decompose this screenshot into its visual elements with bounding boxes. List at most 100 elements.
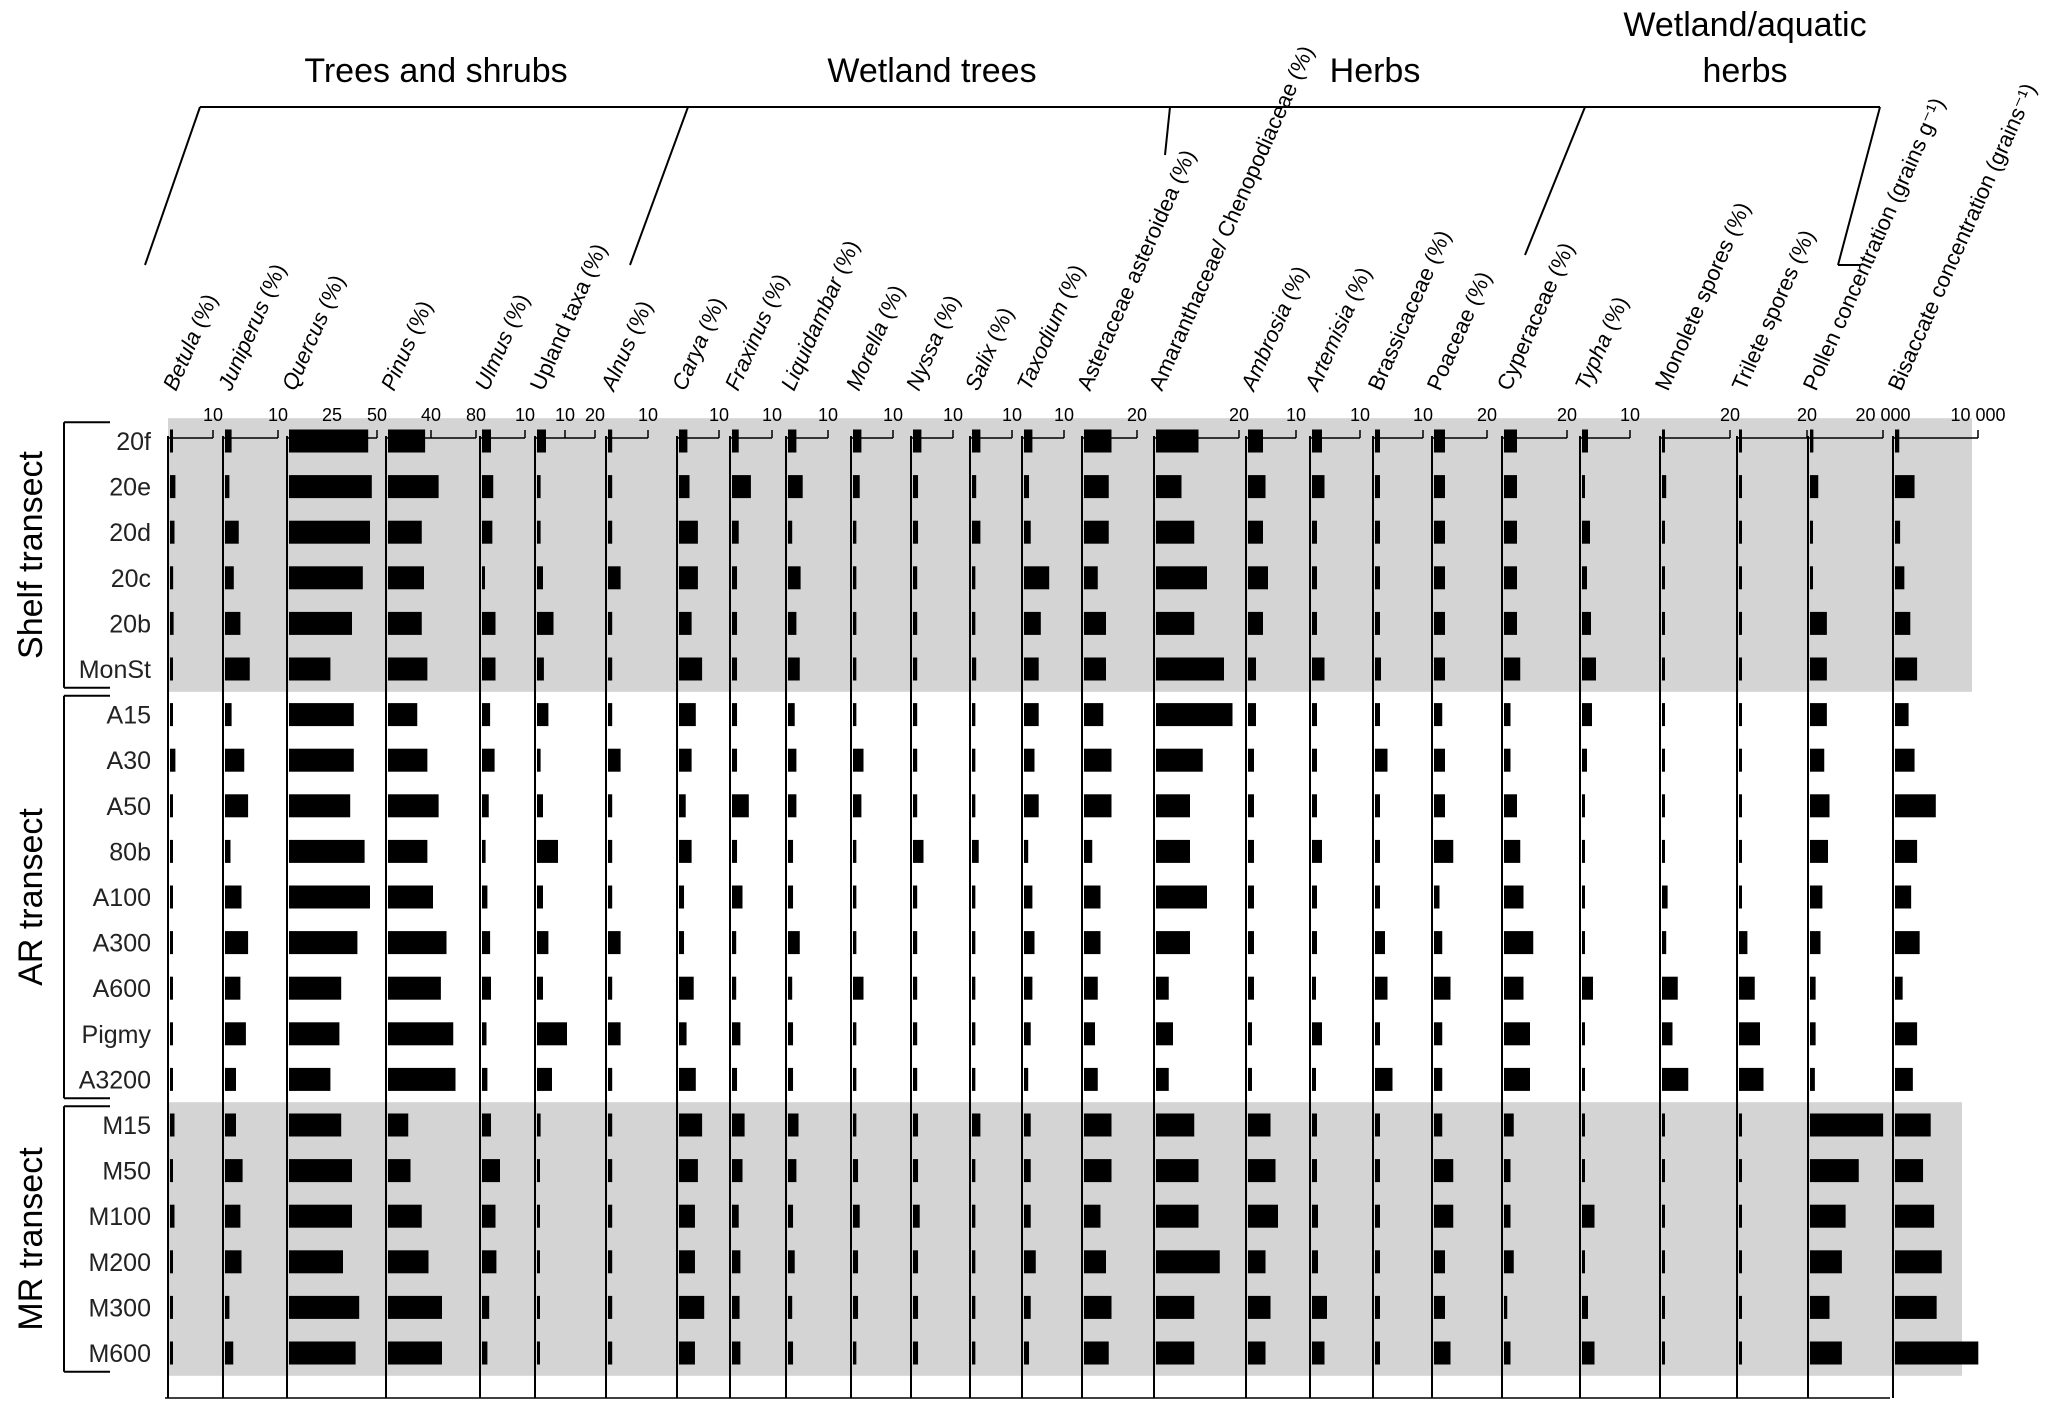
bar — [1156, 1341, 1195, 1365]
bar — [1895, 931, 1920, 955]
bar — [1895, 1067, 1913, 1091]
column-label: Upland taxa (%) — [525, 240, 612, 394]
bar — [1810, 611, 1827, 635]
bar — [679, 1295, 705, 1319]
bar — [1156, 611, 1195, 635]
bar — [788, 520, 793, 544]
bar — [732, 839, 738, 863]
bar — [537, 1113, 541, 1137]
bar — [1895, 429, 1900, 453]
bar — [225, 520, 239, 544]
column-label: Morella (%) — [841, 281, 910, 394]
bar — [1312, 931, 1317, 955]
bar — [1739, 1022, 1760, 1046]
bar — [913, 839, 924, 863]
bar — [913, 976, 918, 1000]
bar — [1024, 429, 1033, 453]
bar — [170, 1341, 173, 1365]
bar — [1504, 1341, 1511, 1365]
bar — [388, 931, 447, 955]
bar — [1024, 1113, 1031, 1137]
bar — [1504, 611, 1517, 635]
bar — [1084, 839, 1093, 863]
bar — [1504, 1159, 1511, 1183]
bar — [732, 566, 738, 590]
bar — [913, 1250, 919, 1274]
bar — [1739, 1341, 1742, 1365]
bar — [788, 1204, 794, 1228]
bar — [1248, 657, 1256, 681]
bar — [1375, 1341, 1380, 1365]
bar — [1375, 566, 1380, 590]
bar — [1375, 1159, 1380, 1183]
bar — [225, 566, 234, 590]
bar — [853, 1295, 859, 1319]
bar — [1248, 1067, 1252, 1091]
bar — [388, 839, 428, 863]
bar — [1739, 931, 1748, 955]
bar — [1895, 566, 1905, 590]
bar — [1434, 611, 1445, 635]
bar — [482, 748, 495, 772]
bar — [1504, 1204, 1511, 1228]
bar — [732, 1159, 743, 1183]
bar — [482, 475, 494, 499]
bar — [732, 885, 743, 909]
bar — [972, 520, 981, 544]
bar — [608, 429, 613, 453]
sample-label: M100 — [88, 1203, 151, 1231]
scale-tick-label: 20 — [1477, 405, 1497, 425]
bar — [608, 794, 613, 818]
bar — [482, 429, 491, 453]
bar — [1895, 475, 1915, 499]
bar — [1434, 976, 1451, 1000]
bar — [732, 931, 737, 955]
bar — [853, 885, 857, 909]
bar — [1504, 794, 1517, 818]
bar — [1024, 1250, 1036, 1274]
bar — [913, 931, 918, 955]
bar — [1739, 657, 1742, 681]
bar — [853, 1250, 859, 1274]
bar — [482, 976, 491, 1000]
bar — [1434, 475, 1445, 499]
bar — [1662, 748, 1665, 772]
bar — [732, 976, 737, 1000]
bar — [1084, 885, 1101, 909]
bar — [1248, 703, 1256, 727]
bar — [1662, 657, 1665, 681]
bar — [853, 611, 857, 635]
bar — [1810, 657, 1827, 681]
bar — [1024, 976, 1033, 1000]
bar — [679, 885, 685, 909]
bar — [853, 475, 860, 499]
bar — [537, 703, 549, 727]
bar — [289, 976, 342, 1000]
bar — [388, 1204, 422, 1228]
bar — [1312, 1022, 1322, 1046]
bar — [1312, 657, 1325, 681]
bar — [1662, 611, 1665, 635]
bar — [972, 931, 976, 955]
scale-tick-label: 10 — [638, 405, 658, 425]
bar — [608, 1022, 621, 1046]
bar — [170, 748, 176, 772]
bar — [1895, 794, 1936, 818]
bar — [1662, 1295, 1665, 1319]
bar — [388, 429, 426, 453]
bar — [1375, 748, 1388, 772]
bar — [482, 1159, 500, 1183]
bar — [679, 1250, 695, 1274]
scale-tick-label: 80 — [466, 405, 486, 425]
bar — [1156, 1250, 1220, 1274]
bar — [1375, 794, 1380, 818]
bar — [788, 657, 800, 681]
bar — [1434, 1341, 1451, 1365]
bar — [1156, 703, 1233, 727]
column-label: Salix (%) — [960, 303, 1019, 394]
bar — [1084, 794, 1112, 818]
bar — [788, 475, 803, 499]
scale-tick-label: 10 — [555, 405, 575, 425]
transect-label-2: MR transect — [12, 1147, 50, 1331]
column-label: Ulmus (%) — [470, 290, 535, 394]
